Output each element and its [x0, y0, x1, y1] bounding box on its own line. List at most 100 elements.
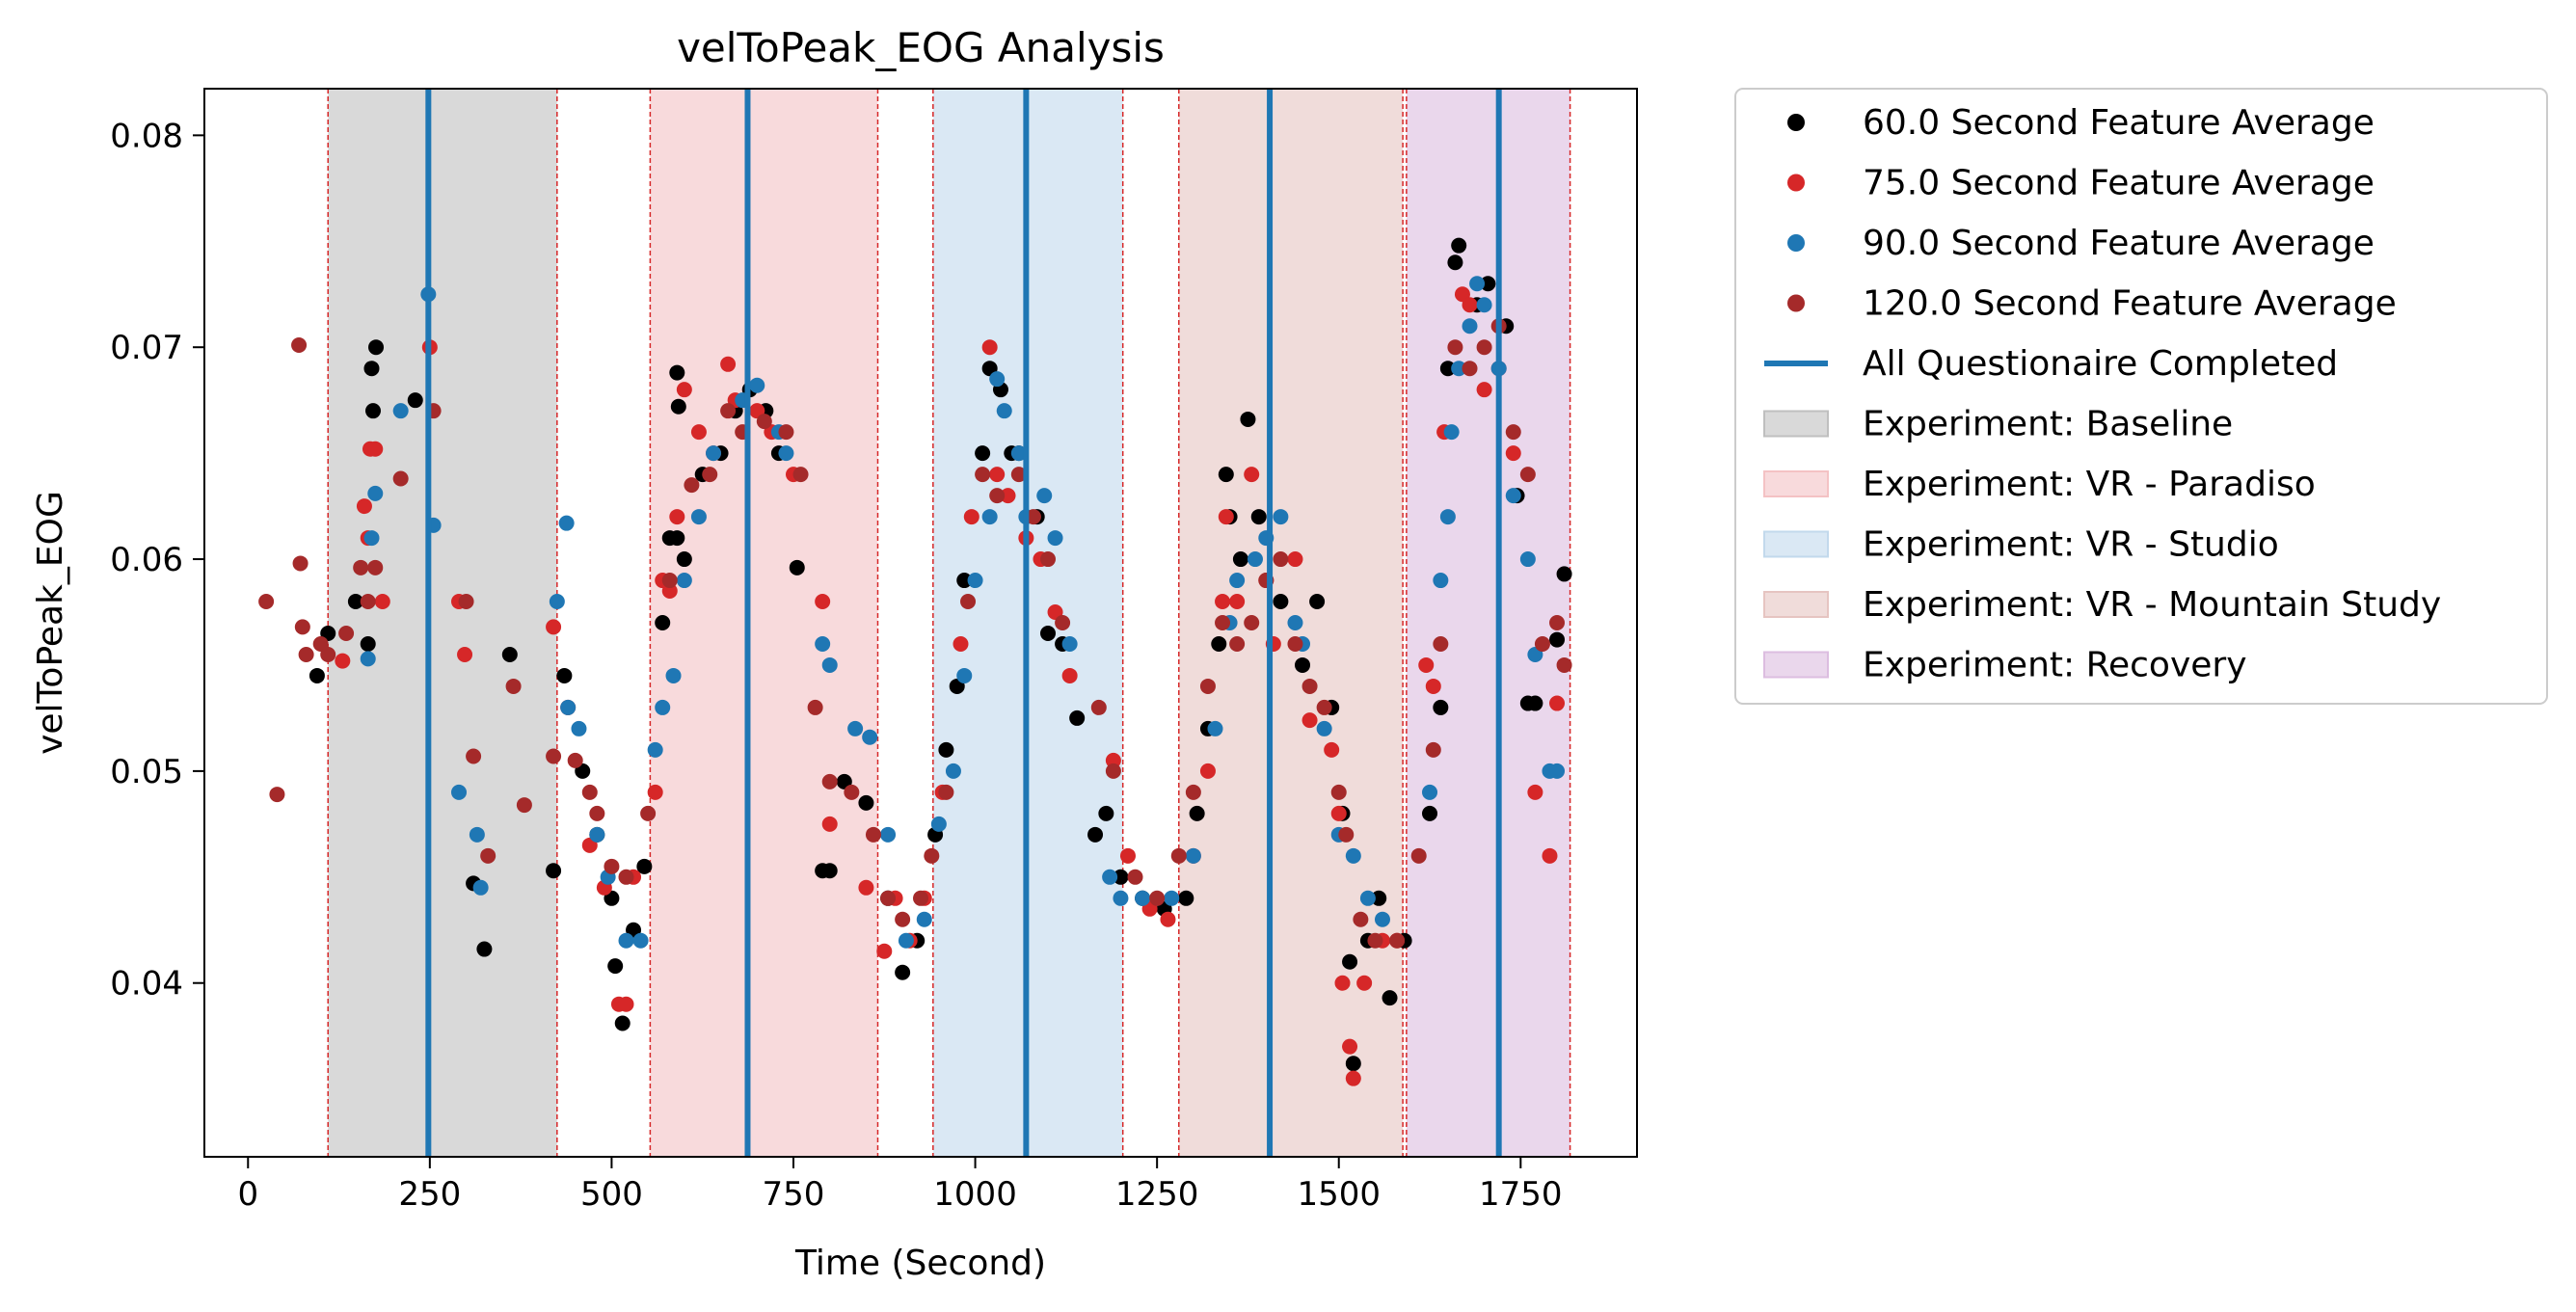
series-3-point-7: [320, 646, 336, 662]
legend-label-0: 60.0 Second Feature Average: [1863, 103, 2375, 143]
series-0-point-66: [1250, 509, 1267, 525]
series-2-point-45: [1061, 635, 1078, 652]
series-0-point-68: [1295, 656, 1311, 673]
series-1-point-63: [1345, 1070, 1361, 1086]
series-3-point-65: [1330, 784, 1347, 800]
series-2-point-1: [363, 530, 380, 547]
series-3-point-20: [567, 752, 583, 768]
series-1-point-76: [1542, 847, 1558, 864]
data-points: [258, 237, 1572, 1086]
region-band-4: [1406, 89, 1570, 1157]
y-tick-label-0: 0.04: [110, 965, 183, 1004]
series-1-point-16: [647, 784, 663, 800]
series-3-point-1: [269, 787, 285, 803]
series-1-point-8: [457, 646, 473, 662]
series-0-point-80: [1439, 361, 1456, 377]
series-3-point-40: [913, 890, 928, 906]
series-3-point-52: [1127, 869, 1143, 885]
series-1-point-61: [1334, 975, 1351, 991]
series-3-point-75: [1476, 339, 1492, 356]
series-0-point-76: [1382, 990, 1398, 1006]
series-3-point-58: [1229, 635, 1246, 652]
series-3-point-70: [1410, 847, 1427, 864]
series-2-point-69: [1462, 318, 1478, 335]
series-2-point-27: [815, 635, 831, 652]
legend: 60.0 Second Feature Average 75.0 Second F…: [1734, 88, 2548, 705]
series-3-point-62: [1287, 635, 1303, 652]
series-1-point-64: [1356, 975, 1373, 991]
series-3-point-4: [294, 619, 310, 635]
series-2-point-8: [472, 879, 489, 896]
series-1-point-74: [1505, 445, 1521, 462]
x-tick-label-4: 1000: [933, 1175, 1017, 1214]
series-0-point-10: [501, 646, 518, 662]
legend-marker-9: [1763, 651, 1829, 679]
series-3-point-15: [466, 748, 482, 764]
legend-label-4: All Questionaire Completed: [1863, 344, 2338, 384]
series-1-point-28: [815, 594, 831, 610]
region-band-0: [328, 89, 557, 1157]
series-2-point-34: [930, 816, 947, 832]
series-2-point-33: [916, 911, 932, 927]
series-0-point-90: [1556, 566, 1572, 582]
series-1-point-59: [1324, 741, 1340, 758]
series-3-point-37: [865, 826, 881, 843]
x-tick-label-3: 750: [763, 1175, 825, 1214]
series-1-point-77: [1549, 695, 1566, 711]
series-0-point-9: [476, 941, 493, 957]
series-1-point-29: [821, 816, 838, 832]
x-tick-label-2: 500: [580, 1175, 643, 1214]
series-0-point-58: [1178, 890, 1194, 906]
series-0-point-11: [546, 863, 562, 879]
series-3-point-64: [1316, 699, 1332, 715]
x-tick-label-1: 250: [398, 1175, 461, 1214]
series-0-point-0: [363, 361, 380, 377]
chart-title: velToPeak_EOG Analysis: [677, 24, 1165, 71]
series-3-point-2: [291, 337, 308, 354]
series-3-point-47: [1025, 509, 1041, 525]
series-3-point-72: [1433, 635, 1449, 652]
series-2-point-50: [1185, 847, 1201, 864]
series-3-point-53: [1149, 890, 1166, 906]
series-0-point-19: [636, 858, 653, 874]
series-3-point-25: [640, 805, 657, 821]
series-0-point-44: [975, 445, 991, 462]
series-1-point-54: [1244, 467, 1260, 483]
series-3-point-12: [392, 470, 409, 487]
series-0-point-36: [858, 794, 874, 811]
series-1-point-50: [1199, 763, 1216, 779]
series-3-point-55: [1185, 784, 1201, 800]
series-0-point-43: [956, 573, 973, 589]
series-0-point-69: [1309, 594, 1326, 610]
series-0-point-53: [1087, 826, 1104, 843]
series-1-point-68: [1425, 678, 1441, 694]
series-2-point-62: [1359, 890, 1376, 906]
series-2-point-37: [967, 573, 983, 589]
series-1-point-38: [981, 339, 998, 356]
series-0-point-64: [1232, 551, 1248, 568]
series-1-point-39: [989, 467, 1006, 483]
series-2-point-38: [981, 509, 998, 525]
series-3-point-9: [353, 559, 369, 576]
series-2-point-17: [647, 741, 663, 758]
region-band-1: [650, 89, 878, 1157]
legend-label-3: 120.0 Second Feature Average: [1863, 284, 2397, 324]
series-1-point-57: [1287, 551, 1303, 568]
series-2-point-39: [989, 371, 1006, 388]
series-1-point-31: [876, 943, 893, 959]
legend-label-6: Experiment: VR - Paradiso: [1863, 465, 2316, 504]
series-2-point-3: [392, 403, 409, 419]
series-1-point-18: [661, 583, 678, 600]
series-1-point-53: [1229, 594, 1246, 610]
series-2-point-36: [956, 667, 973, 683]
legend-label-1: 75.0 Second Feature Average: [1863, 164, 2375, 203]
series-0-point-22: [669, 530, 685, 547]
series-2-point-0: [360, 651, 376, 667]
series-1-point-71: [1462, 297, 1478, 313]
legend-label-7: Experiment: VR - Studio: [1863, 525, 2279, 565]
series-3-point-80: [1549, 615, 1566, 630]
series-2-point-65: [1433, 573, 1449, 589]
series-2-point-70: [1469, 276, 1486, 292]
series-2-point-35: [945, 763, 961, 779]
